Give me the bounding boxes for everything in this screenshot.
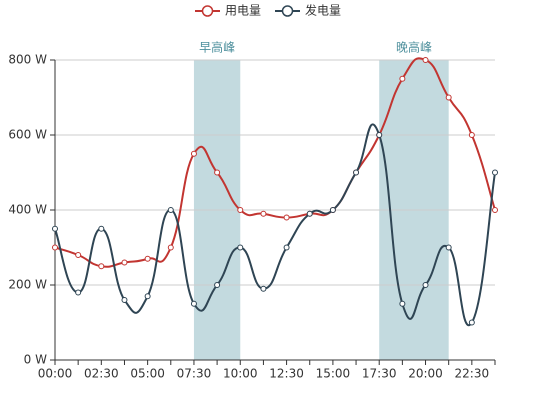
data-point: [422, 57, 429, 63]
data-point: [121, 297, 128, 303]
y-tick-label: 800 W: [8, 53, 47, 67]
data-point: [190, 150, 197, 157]
data-point: [399, 75, 406, 82]
data-point: [121, 259, 128, 266]
data-point: [75, 252, 82, 258]
x-tick-label: 12:30: [269, 367, 304, 381]
y-tick-label: 400 W: [8, 203, 47, 217]
legend-marker: [201, 5, 214, 17]
data-point: [214, 169, 221, 176]
data-point: [144, 255, 151, 262]
x-tick-label: 05:00: [130, 367, 165, 381]
data-point: [144, 293, 151, 300]
x-tick-label: 20:00: [408, 367, 443, 381]
data-point: [492, 169, 498, 176]
mark-area-label: 晚高峰: [396, 40, 432, 55]
x-tick-label: 02:30: [84, 367, 119, 381]
y-tick-label: 600 W: [8, 128, 47, 142]
data-point: [167, 207, 174, 213]
data-point: [445, 244, 452, 251]
data-point: [376, 132, 383, 138]
data-point: [52, 244, 58, 251]
x-tick-label: 22:30: [455, 367, 490, 381]
data-point: [353, 169, 360, 176]
data-point: [260, 210, 267, 217]
legend-label: 用电量: [225, 4, 261, 18]
legend-label: 发电量: [305, 3, 341, 18]
data-point: [329, 207, 336, 213]
data-point: [98, 263, 105, 270]
data-point: [492, 207, 498, 213]
legend-marker: [281, 5, 294, 17]
x-tick-label: 15:00: [316, 367, 351, 381]
data-point: [468, 132, 475, 138]
data-point: [98, 225, 105, 232]
mark-area-label: 早高峰: [199, 40, 235, 55]
data-point: [445, 94, 452, 101]
data-point: [214, 282, 221, 288]
data-point: [422, 282, 429, 288]
data-point: [306, 210, 313, 217]
data-point: [260, 285, 267, 292]
data-point: [283, 244, 290, 251]
y-tick-label: 0 W: [24, 353, 47, 367]
data-point: [283, 214, 290, 221]
data-point: [190, 300, 197, 307]
data-point: [468, 319, 475, 326]
x-tick-label: 07:30: [177, 367, 212, 381]
data-point: [237, 207, 244, 213]
x-tick-label: 10:00: [223, 367, 258, 381]
data-point: [167, 244, 174, 251]
data-point: [75, 289, 82, 296]
data-point: [399, 300, 406, 307]
y-tick-label: 200 W: [8, 278, 47, 292]
data-point: [52, 225, 58, 232]
x-tick-label: 17:30: [362, 367, 397, 381]
data-point: [237, 244, 244, 251]
x-tick-label: 00:00: [38, 367, 73, 381]
